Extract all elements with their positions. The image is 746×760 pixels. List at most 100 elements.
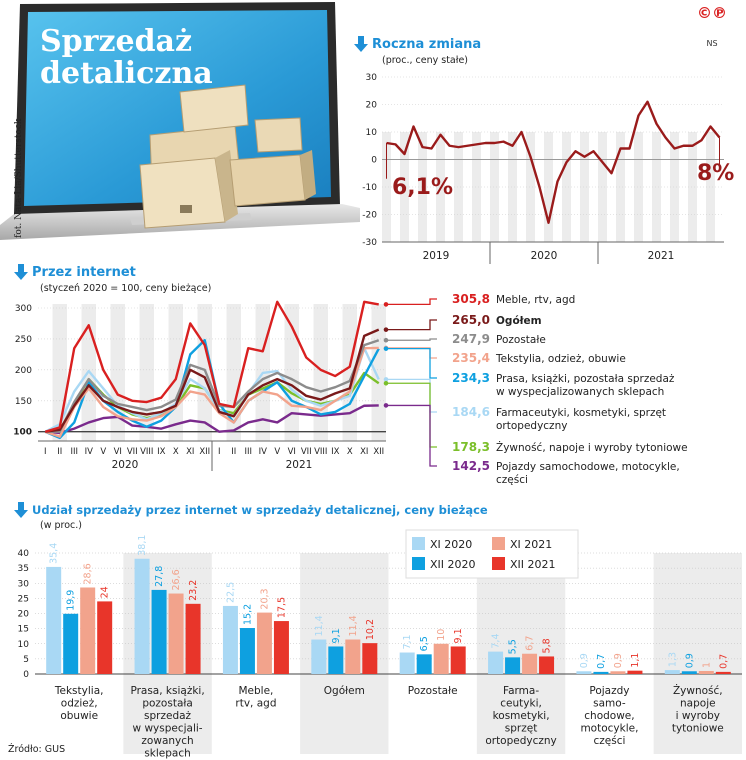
category-label: sprzedaż [144, 710, 192, 722]
arrow-down-icon [14, 502, 28, 518]
series-name-label: Tekstylia, odzież, obuwie [495, 353, 626, 365]
bar-value-label: 11,4 [314, 615, 325, 636]
stripe [436, 132, 445, 242]
stripe [706, 132, 715, 242]
label-leader [386, 347, 437, 379]
series-name-label: Prasa, książki, pozostała sprzedaż [496, 373, 675, 385]
label-leader [386, 404, 437, 467]
bar-value-label: 1,3 [667, 652, 678, 667]
stripe [688, 132, 697, 242]
x-tick-label: VII [301, 447, 312, 457]
bar-value-label: 11,4 [348, 615, 359, 636]
parcel-boxes-icon [139, 84, 316, 229]
series-name-label: Pojazdy samochodowe, motocykle, [496, 461, 680, 473]
bar [416, 654, 432, 674]
bar-value-label: 0,7 [596, 654, 607, 669]
series-name-label: Farmaceutyki, kosmetyki, sprzęt [496, 407, 666, 419]
category-label: Farma- [503, 685, 539, 697]
series-name-label-cont: w wyspecjalizowanych sklepach [496, 386, 664, 398]
bar [80, 587, 96, 674]
x-tick-label: II [57, 447, 62, 457]
annotation-start: 6,1% [392, 175, 453, 200]
stripe [454, 132, 463, 242]
y-tick-label: 35 [18, 564, 29, 574]
series-line [44, 347, 380, 433]
series-line [45, 404, 379, 435]
bar-value-label: 9,1 [453, 628, 464, 643]
bar [539, 656, 555, 674]
category-label: Pozostałe [408, 685, 458, 697]
y-tick-label: 40 [18, 549, 30, 559]
bar-value-label: 10,2 [365, 619, 376, 640]
chart3-plot: 0 5 10 15 20 25 30 35 40 35,4 19,9 28,6 24 Tekstylia,… [18, 529, 742, 760]
year-label: 2021 [286, 459, 313, 471]
category-label: Prasa, książki, [130, 685, 204, 697]
bar-value-label: 1,1 [630, 653, 641, 668]
bar-value-label: 23,2 [188, 580, 199, 601]
x-tick-label: IV [85, 447, 94, 457]
arrow-down-icon [14, 264, 28, 280]
bar [168, 593, 184, 674]
bar-value-label: 0,9 [579, 653, 590, 668]
legend-label: XI 2021 [510, 538, 552, 551]
bar-value-label: 0,9 [684, 653, 695, 668]
x-tick-label: IV [259, 447, 268, 457]
y-tick-label: 100 [13, 428, 32, 438]
x-tick-label: XII [199, 447, 210, 457]
y-tick-label: 20 [366, 101, 378, 111]
bar [46, 566, 62, 674]
category-label: sprzęt [505, 723, 538, 735]
bar-value-label: 24 [100, 586, 111, 598]
bar-value-label: 27,8 [154, 566, 165, 587]
bar-value-label: 20,3 [259, 588, 270, 609]
stripe [634, 132, 643, 242]
year-label: 2021 [648, 250, 675, 262]
chart1-subtitle: (proc., ceny stałe) [382, 55, 468, 66]
arrow-down-icon [354, 36, 368, 52]
bar [151, 589, 167, 674]
y-tick-label: 30 [18, 579, 30, 589]
x-tick-label: XI [360, 447, 368, 457]
bar [311, 639, 327, 674]
x-tick-label: IX [331, 447, 340, 457]
x-tick-label: VII [127, 447, 138, 457]
x-tick-label: V [274, 447, 280, 457]
bar [97, 601, 113, 674]
hero-title: Sprzedaż detaliczna [40, 26, 213, 90]
y-tick-label: 10 [18, 640, 30, 650]
category-label: pozostała [142, 698, 192, 710]
stripe [544, 132, 553, 242]
series-line [44, 300, 379, 433]
stripe [382, 132, 391, 242]
bar [256, 612, 272, 674]
bar [273, 621, 289, 674]
bar [345, 639, 361, 674]
x-tick-label: X [347, 447, 353, 457]
label-leader [386, 319, 437, 331]
chart2-subtitle: (styczeń 2020 = 100, ceny bieżące) [40, 283, 211, 294]
series-value-label: 234,3 [452, 371, 490, 385]
annotation-end: 8% [697, 161, 734, 186]
bar [610, 671, 626, 674]
bar-value-label: 38,1 [137, 535, 148, 556]
bar-value-label: 0,7 [718, 654, 729, 669]
category-label: Ogółem [324, 685, 365, 697]
legend-label: XI 2020 [430, 538, 472, 551]
bar-value-label: 17,5 [276, 597, 287, 618]
category-label: Tekstylia, [54, 685, 104, 697]
bar-value-label: 9,1 [331, 628, 342, 643]
category-label: obuwie [60, 710, 98, 722]
x-tick-label: III [70, 447, 78, 457]
x-tick-label: VIII [140, 447, 153, 457]
series-name-label-cont: ortopedyczny [496, 420, 567, 432]
x-tick-label: I [44, 447, 47, 457]
series-name-label: Żywność, napoje i wyroby tytoniowe [496, 441, 688, 454]
bar [627, 670, 643, 674]
y-tick-label: -10 [362, 183, 377, 193]
legend-label: XII 2020 [430, 558, 476, 571]
bar [698, 670, 714, 674]
series-value-label: 178,3 [452, 440, 490, 454]
bar [185, 603, 201, 674]
